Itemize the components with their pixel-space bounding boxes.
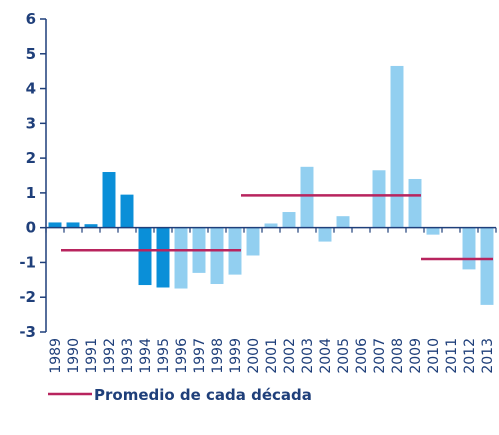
bar-1996 xyxy=(174,227,188,289)
x-tick-label: 2012 xyxy=(462,338,478,374)
bars-group xyxy=(48,65,494,305)
bar-2009 xyxy=(408,178,422,228)
bar-2012 xyxy=(462,227,476,270)
bar-1993 xyxy=(120,194,134,228)
x-tick-label: 2010 xyxy=(426,338,442,374)
x-tick-label: 2000 xyxy=(246,338,262,374)
x-tick-label: 1995 xyxy=(156,338,172,374)
y-tick-label: -1 xyxy=(19,253,36,271)
bar-1991 xyxy=(84,224,98,228)
y-tick-label: 6 xyxy=(26,10,36,28)
x-tick-label: 2007 xyxy=(372,338,388,374)
x-tick-label: 1989 xyxy=(48,338,64,374)
bar-1998 xyxy=(210,227,224,285)
x-tick-label: 1993 xyxy=(120,338,136,374)
bar-1995 xyxy=(156,227,170,288)
bar-1990 xyxy=(66,222,80,228)
bar-2005 xyxy=(336,216,350,228)
y-tick-label: 2 xyxy=(26,149,36,167)
x-tick-label: 2013 xyxy=(480,338,496,374)
bar-2008 xyxy=(390,65,404,228)
x-tick-label: 1992 xyxy=(102,338,118,374)
y-tick-label: 4 xyxy=(26,80,36,98)
x-tick-label: 2005 xyxy=(336,338,352,374)
x-tick-label: 2001 xyxy=(264,338,280,374)
x-tick-label: 2002 xyxy=(282,338,298,374)
x-tick-label: 2008 xyxy=(390,338,406,374)
bar-2013 xyxy=(480,227,494,305)
x-tick-label: 1998 xyxy=(210,338,226,374)
bar-2000 xyxy=(246,227,260,256)
x-tick-label: 1990 xyxy=(66,338,82,374)
y-tick-label: -2 xyxy=(19,288,36,306)
x-tick-label: 2004 xyxy=(318,338,334,374)
x-tick-label: 1997 xyxy=(192,338,208,374)
decade-average-lines xyxy=(61,194,493,261)
x-tick-label: 2003 xyxy=(300,338,316,374)
bar-2003 xyxy=(300,166,314,228)
bar-2010 xyxy=(426,227,440,235)
y-tick-label: 3 xyxy=(26,114,36,132)
y-tick-label: -3 xyxy=(19,323,36,341)
x-tick-label: 1994 xyxy=(138,338,154,374)
x-tick-label: 2009 xyxy=(408,338,424,374)
y-tick-label: 0 xyxy=(26,219,36,237)
bar-2001 xyxy=(264,223,278,228)
legend-label: Promedio de cada década xyxy=(94,386,312,404)
x-tick-label: 1991 xyxy=(84,338,100,374)
bar-2004 xyxy=(318,227,332,242)
bar-1989 xyxy=(48,222,62,228)
bar-1994 xyxy=(138,227,152,286)
x-tick-label: 1996 xyxy=(174,338,190,374)
bar-2002 xyxy=(282,212,296,228)
x-tick-label: 2011 xyxy=(444,338,460,374)
legend: Promedio de cada década xyxy=(48,386,312,404)
y-tick-label: 1 xyxy=(26,184,36,202)
x-tick-label: 1999 xyxy=(228,338,244,374)
y-tick-label: 5 xyxy=(26,45,36,63)
bar-2007 xyxy=(372,170,386,228)
x-tick-label: 2006 xyxy=(354,338,370,374)
bar-1992 xyxy=(102,172,116,228)
